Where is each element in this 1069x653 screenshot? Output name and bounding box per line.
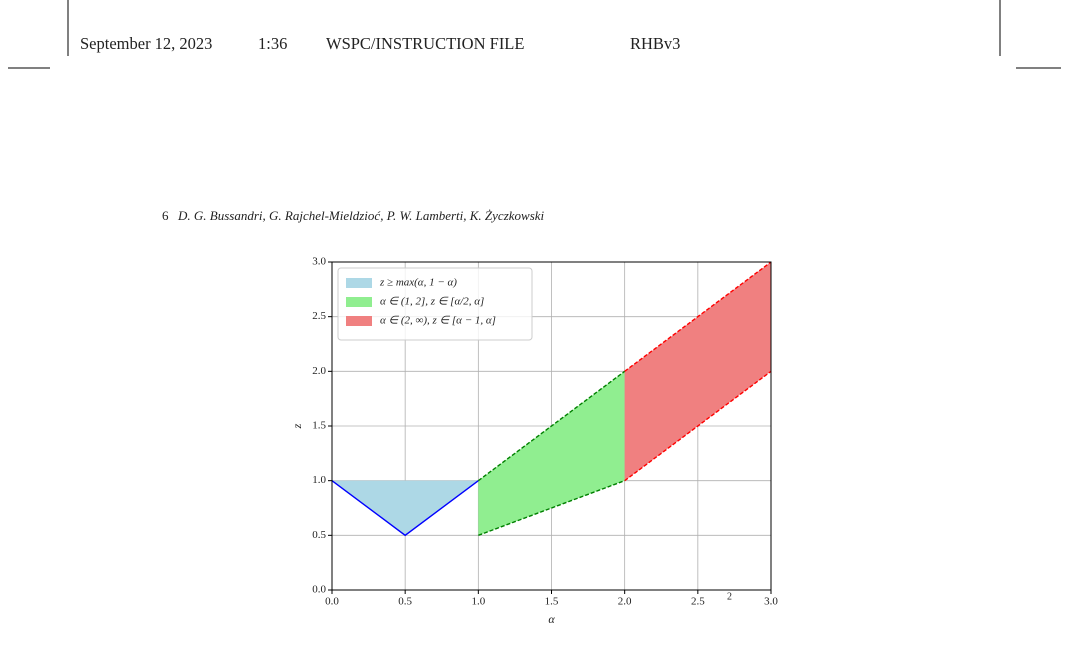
x-tick-label: 1.5 (545, 596, 559, 608)
y-tick-label: 0.0 (312, 584, 326, 596)
caption-fragment: 2 (727, 591, 732, 602)
y-tick-label: 2.5 (312, 310, 326, 322)
area-fill (624, 262, 771, 481)
authors: D. G. Bussandri, G. Rajchel-Mieldzioć, P… (177, 208, 545, 223)
x-tick-label: 3.0 (764, 596, 778, 608)
x-tick-label: 0.5 (398, 596, 412, 608)
legend-label: α ∈ (2, ∞), z ∈ [α − 1, α] (380, 315, 496, 327)
legend-swatch (346, 297, 372, 307)
boundary-line (331, 480, 479, 537)
area-fill (332, 480, 479, 536)
boundary-line (477, 370, 626, 482)
legend-swatch (346, 278, 372, 288)
boundary-line (624, 261, 772, 372)
x-tick-label: 2.5 (691, 596, 705, 608)
x-tick-label: 2.0 (618, 596, 632, 608)
y-axis-label: z (290, 423, 304, 429)
x-tick-label: 1.0 (471, 596, 485, 608)
chart: 0.0 0.5 1.0 1.5 2.0 2.5 3.0 0.0 0.5 1.0 1.5 2.0 2.5 3… (290, 256, 779, 626)
header-file: WSPC/INSTRUCTION FILE (326, 34, 524, 53)
y-tick-label: 3.0 (312, 256, 326, 268)
x-tick-label: 0.0 (325, 596, 339, 608)
y-tick-label: 2.0 (312, 365, 326, 377)
boundary-line (624, 370, 772, 482)
y-tick-label: 1.5 (312, 420, 326, 432)
legend-label: α ∈ (1, 2], z ∈ [α/2, α] (380, 296, 484, 308)
axes-frame (331, 261, 772, 591)
header-date: September 12, 2023 (80, 34, 212, 53)
page-number: 6 (162, 208, 169, 223)
header-time: 1:36 (258, 34, 287, 53)
legend-swatch (346, 316, 372, 326)
legend-box (337, 267, 533, 341)
y-tick-label: 1.0 (312, 474, 326, 486)
boundary-line (478, 480, 625, 536)
legend-label: z ≥ max(α, 1 − α) (379, 277, 457, 289)
y-tick-label: 0.5 (312, 529, 326, 541)
x-axis-label: α (548, 612, 555, 626)
header-id: RHBv3 (630, 34, 680, 53)
